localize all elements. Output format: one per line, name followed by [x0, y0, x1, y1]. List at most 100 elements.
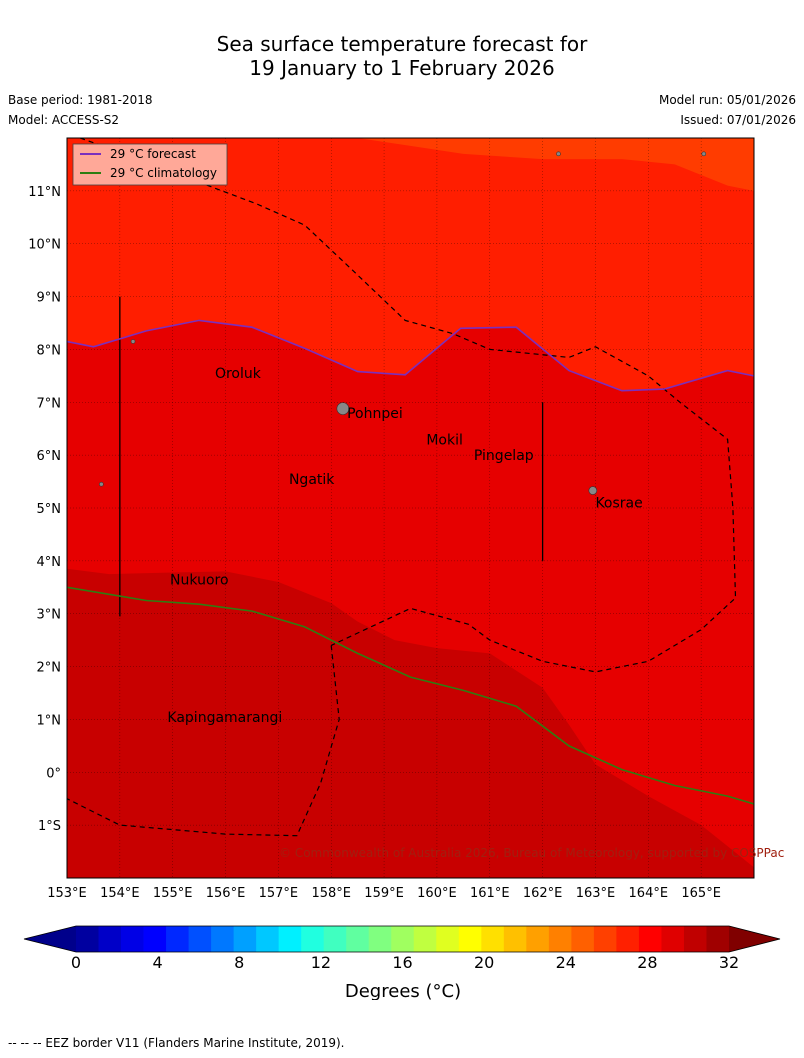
colorbar-tick-label: 20 [474, 953, 494, 972]
longitude-tick-label: 165°E [681, 886, 721, 901]
colorbar-cell [436, 926, 460, 952]
longitude-tick-label: 155°E [153, 886, 193, 901]
colorbar-cell [98, 926, 122, 952]
colorbar-outline [23, 925, 781, 953]
island-marker [130, 339, 136, 344]
latitude-tick-label: 6°N [37, 449, 62, 464]
legend-climatology-label: 29 °C climatology [110, 166, 217, 180]
latitude-tick-label: 7°N [37, 396, 62, 411]
issued-date: Issued: 07/01/2026 [680, 113, 796, 127]
colorbar-cell [76, 926, 99, 952]
colorbar-label: Degrees (°C) [345, 981, 461, 1000]
colorbar-cell [301, 926, 325, 952]
place-label-pingelap: Pingelap [474, 448, 534, 464]
colorbar-tick-label: 8 [234, 953, 244, 972]
longitude-tick-label: 163°E [576, 886, 616, 901]
longitude-tick-label: 161°E [470, 886, 510, 901]
colorbar-cell [526, 926, 550, 952]
place-label-kapingamarangi: Kapingamarangi [167, 710, 282, 726]
colorbar-tick-label: 24 [556, 953, 576, 972]
longitude-axis: 153°E 154°E 155°E 156°E 157°E 158°E 159°E 160°E… [47, 886, 721, 901]
colorbar-cell [481, 926, 505, 952]
latitude-axis: 11°N 10°N 9°N 8°N 7°N 6°N 5°N 4°N 3°N 2°N 1°N 0° 1°S [28, 185, 61, 834]
sst-zone-30-31 [67, 568, 754, 878]
colorbar-cell [188, 926, 212, 952]
colorbar-cell [233, 926, 257, 952]
colorbar-cell [458, 926, 482, 952]
place-label-ngatik: Ngatik [289, 472, 335, 488]
colorbar-cell [683, 926, 707, 952]
island-marker [99, 481, 104, 487]
latitude-tick-label: 11°N [28, 185, 61, 200]
latitude-tick-label: 10°N [28, 238, 61, 253]
colorbar-cell [638, 926, 662, 952]
forecast-29c-contour [67, 319, 754, 392]
eez-footnote: -- -- -- EEZ border V11 (Flanders Marine… [8, 1036, 345, 1050]
eez-border-south [67, 645, 340, 837]
colorbar-cells [76, 926, 730, 952]
colorbar-cell [571, 926, 595, 952]
copyright-notice: © Commonwealth of Australia 2026, Bureau… [279, 846, 784, 860]
colorbar-cell [143, 926, 167, 952]
legend-forecast-label: 29 °C forecast [110, 147, 196, 161]
place-label-pohnpei: Pohnpei [347, 406, 403, 422]
colorbar-cell [211, 926, 235, 952]
colorbar-cell [661, 926, 685, 952]
latitude-tick-label: 2°N [37, 661, 62, 676]
latitude-tick-label: 3°N [37, 608, 62, 623]
map-frame [66, 137, 755, 879]
longitude-tick-label: 154°E [100, 886, 140, 901]
longitude-tick-label: 153°E [47, 886, 87, 901]
latitude-tick-label: 5°N [37, 502, 62, 517]
latitude-tick-label: 9°N [37, 291, 62, 306]
colorbar-cell [368, 926, 392, 952]
latitude-tick-label: 1°N [37, 713, 62, 728]
colorbar-ticks: 0 4 8 12 16 20 24 28 32 [71, 953, 739, 972]
islands [99, 151, 707, 495]
map-title: Sea surface temperature forecast for 19 … [0, 32, 804, 80]
map-legend: 29 °C forecast 29 °C climatology [72, 143, 228, 186]
longitude-tick-label: 158°E [311, 886, 351, 901]
island-marker [701, 151, 707, 157]
colorbar-tick-label: 32 [719, 953, 739, 972]
longitude-tick-label: 156°E [206, 886, 246, 901]
temperature-colorbar: 0 4 8 12 16 20 24 28 32 Degrees (°C) [23, 925, 781, 1000]
colorbar-cell [256, 926, 280, 952]
island-marker [556, 151, 561, 157]
latitude-tick-label: 1°S [38, 819, 61, 834]
model-run: Model run: 05/01/2026 [658, 93, 796, 107]
legend-box [72, 143, 228, 186]
colorbar-cell [391, 926, 415, 952]
place-label-mokil: Mokil [426, 432, 463, 448]
colorbar-cell [593, 926, 617, 952]
place-labels: Oroluk Pohnpei Mokil Pingelap Ngatik Kosrae Nu… [167, 366, 642, 726]
colorbar-tick-label: 12 [311, 953, 331, 972]
colorbar-cell [706, 926, 730, 952]
place-label-kosrae: Kosrae [595, 496, 642, 512]
longitude-tick-label: 157°E [259, 886, 299, 901]
place-label-oroluk: Oroluk [215, 366, 262, 382]
model-name: Model: ACCESS-S2 [8, 113, 120, 127]
colorbar-tick-label: 16 [392, 953, 412, 972]
longitude-tick-label: 164°E [629, 886, 669, 901]
sst-zone-27-28 [357, 138, 754, 191]
latitude-tick-label: 4°N [37, 555, 62, 570]
sst-map: Oroluk Pohnpei Mokil Pingelap Ngatik Kosrae Nu… [28, 137, 784, 901]
colorbar-cell [166, 926, 189, 952]
map-title-line2: 19 January to 1 February 2026 [249, 56, 555, 80]
reference-lines [119, 296, 544, 617]
colorbar-under-arrow [24, 926, 76, 952]
colorbar-tick-label: 4 [153, 953, 163, 972]
colorbar-cell [548, 926, 572, 952]
place-label-nukuoro: Nukuoro [170, 572, 228, 588]
longitude-tick-label: 162°E [523, 886, 563, 901]
colorbar-tick-label: 0 [71, 953, 81, 972]
colorbar-over-arrow [729, 926, 780, 952]
latitude-tick-label: 8°N [37, 343, 62, 358]
colorbar-cell [503, 926, 527, 952]
climatology-29c-contour [67, 586, 754, 805]
longitude-tick-label: 159°E [364, 886, 404, 901]
colorbar-cell [278, 926, 302, 952]
island-marker [336, 402, 350, 415]
graticule [67, 138, 754, 878]
